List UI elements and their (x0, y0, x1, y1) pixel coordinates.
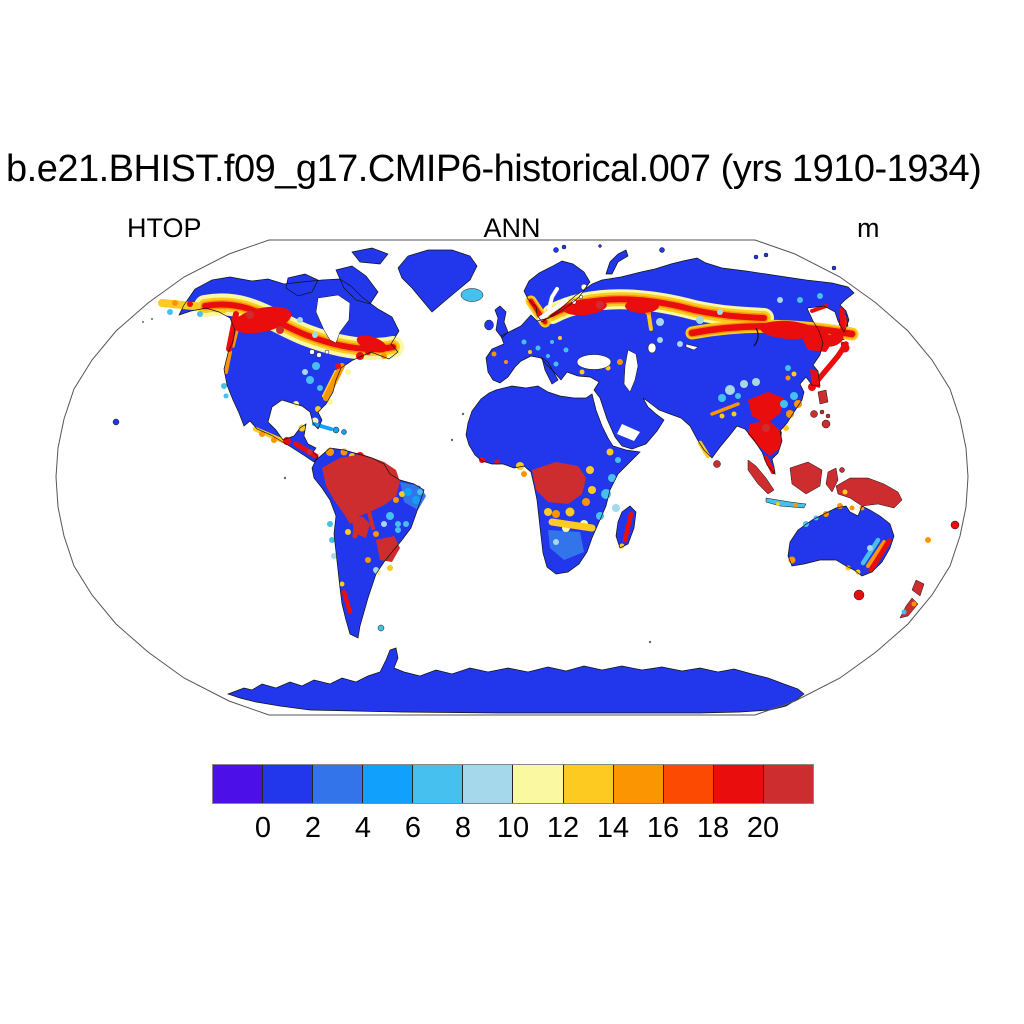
great-lake (309, 349, 315, 355)
colorbar-segment (563, 765, 614, 803)
congo-forest (532, 462, 586, 504)
borneo (789, 461, 823, 495)
tallest-canopy-patches (246, 301, 770, 562)
great-lake (324, 349, 330, 355)
lake-balkhash (685, 343, 699, 351)
season-label: ANN (483, 213, 541, 243)
new-guinea (835, 477, 903, 509)
colorbar (212, 764, 814, 804)
baltic-sea (537, 287, 569, 322)
tiny-islets (142, 318, 652, 644)
colorbar-segment (463, 765, 514, 803)
colorbar-segment (213, 765, 264, 803)
lake-baikal (753, 327, 759, 347)
variable-label: HTOP (127, 213, 202, 243)
colorbar-tick-label: 16 (646, 812, 680, 844)
map-outline (55, 239, 969, 716)
hudson-bay (315, 294, 351, 344)
sri-lanka (713, 460, 721, 468)
aral-sea (647, 342, 657, 354)
cyan-islands (332, 426, 347, 435)
colorbar-tick-label: 18 (696, 812, 730, 844)
novaya-zemlya (606, 250, 628, 274)
colorbar-tick-label: 14 (596, 812, 630, 844)
colorbar-segment (763, 765, 813, 803)
colorbar-segment (513, 765, 564, 803)
colorbar-tick-label: 6 (404, 812, 422, 844)
sulawesi (825, 467, 839, 493)
java (765, 497, 807, 509)
sumatra (747, 459, 775, 495)
cuba (312, 422, 333, 431)
colorbar-tick-label: 10 (496, 812, 530, 844)
colorbar-tick-label: 4 (354, 812, 372, 844)
caspian-sea (623, 349, 639, 393)
colorbar-segment (363, 765, 414, 803)
colorbar-segment (263, 765, 314, 803)
great-lake (316, 352, 322, 358)
colorbar-segment (713, 765, 764, 803)
units-label: m (857, 213, 880, 243)
arctic-island (352, 248, 388, 264)
colorbar-tick-label: 20 (746, 812, 780, 844)
new-zealand-north (911, 579, 925, 597)
colorbar-tick-label: 12 (546, 812, 580, 844)
inland-seas (309, 283, 699, 393)
mindanao (821, 419, 831, 429)
greenland (398, 250, 477, 312)
colorbar-tick-label: 0 (254, 812, 272, 844)
colorbar-segment (413, 765, 464, 803)
taiwan (810, 410, 818, 418)
continent-antarctica (228, 648, 804, 713)
colorbar-segment (663, 765, 714, 803)
hawaii (112, 418, 120, 426)
cyan-flecks (167, 293, 907, 615)
falkland-islands (377, 624, 385, 632)
luzon (817, 389, 829, 405)
kyushu (808, 383, 816, 391)
small-blue-islands (112, 244, 837, 426)
empty-desert-cells (617, 424, 640, 441)
colorbar-tick-label: 8 (454, 812, 472, 844)
ireland (484, 319, 494, 331)
hispaniola (332, 426, 340, 434)
hokkaido (840, 343, 850, 353)
atlantic-forest (376, 536, 400, 562)
amazon-forest (322, 454, 400, 524)
melanesia-island (950, 520, 960, 530)
colorbar-segment (313, 765, 364, 803)
black-sea (576, 354, 612, 370)
colorbar-segment (613, 765, 664, 803)
pale-flecks (297, 297, 873, 573)
colorbar-tick-label: 2 (304, 812, 322, 844)
tasmania (853, 589, 865, 601)
plot-title: b.e21.BHIST.f09_g17.CMIP6-historical.007… (6, 148, 982, 190)
iceland (460, 288, 484, 302)
